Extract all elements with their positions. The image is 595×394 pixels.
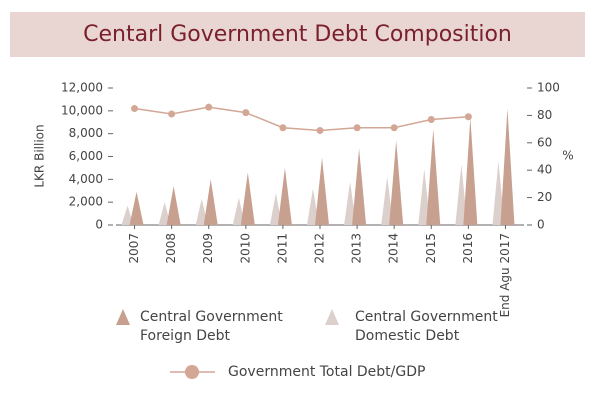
legend-entry: Central Government Domestic Debt [355,309,498,344]
legend-icon [116,309,130,325]
y-tick-label: 0 [95,218,103,232]
x-tick-label: 2010 [238,233,252,264]
line-marker [427,116,435,124]
line-marker [464,113,472,121]
spike [352,148,367,225]
y-tick-label: 2,000 [69,195,103,209]
y2-tick-label: 100 [537,81,560,95]
x-tick-label: 2012 [313,233,327,264]
x-tick-label: 2011 [275,233,289,264]
spike [158,202,171,225]
y2-tick-label: 0 [537,218,545,232]
spike [240,172,255,225]
x-tick-label: 2015 [424,233,438,264]
y-tick-label: 6,000 [69,149,103,163]
x-tick-label: 2014 [387,233,401,264]
legend-icon [325,309,339,325]
spike [389,140,404,225]
spike [195,198,208,225]
spike [277,167,292,225]
line-marker [316,126,324,134]
y2-tick-label: 40 [537,163,552,177]
y2-tick-label: 20 [537,190,552,204]
line-marker [279,124,287,132]
line [134,106,469,132]
x-tick-label: 2009 [201,233,215,264]
x-tick-label: 2008 [164,233,178,264]
y-axis-label: LKR Billion [33,124,47,187]
spike [463,117,478,225]
line-marker [242,109,250,117]
legend-icon [185,365,199,379]
spike [315,157,329,225]
y2-tick-label: 60 [537,135,552,149]
x-tick-label: End Agu 2017 [498,233,512,317]
line-marker [205,103,213,111]
legend-entry: Central Government Foreign Debt [140,309,283,344]
spike [129,191,144,225]
y-tick-label: 8,000 [69,126,103,140]
spike [500,108,515,225]
spike [203,179,218,225]
line-marker [131,105,139,113]
x-tick-label: 2016 [461,233,475,264]
y2-tick-label: 80 [537,108,552,122]
spike [121,205,134,225]
spike [418,169,431,225]
spike [426,129,441,225]
line-marker [168,110,176,118]
legend-entry: Government Total Debt/GDP [228,364,426,380]
x-tick-label: 2007 [127,233,141,264]
y2-axis-label: % [562,149,573,163]
line-marker [390,124,398,132]
y-tick-label: 4,000 [69,172,103,186]
line-marker [353,124,361,132]
spike [166,186,181,225]
y-tick-label: 12,000 [61,81,103,95]
x-tick-label: 2013 [350,233,364,264]
y-tick-label: 10,000 [61,103,103,117]
chart-title: Centarl Government Debt Composition [10,12,585,57]
